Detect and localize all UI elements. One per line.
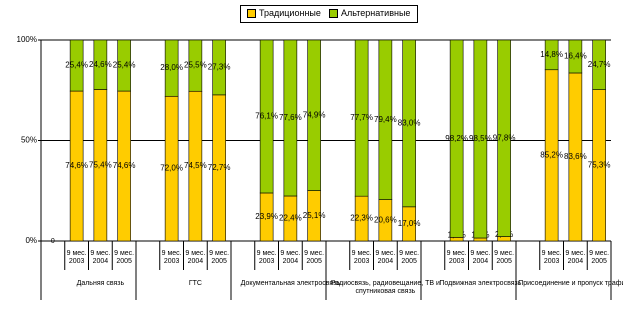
value-label: 98,5% bbox=[469, 134, 492, 143]
x-tick-label: 9 мес. 2005 bbox=[589, 250, 610, 265]
x-tick-label: 9 мес. 2003 bbox=[66, 250, 87, 265]
value-label: 14,8% bbox=[540, 50, 563, 59]
y-tick-label: 50% bbox=[21, 136, 37, 145]
value-label: 22,4% bbox=[279, 214, 302, 223]
bar-segment bbox=[212, 39, 226, 96]
bar-segment bbox=[354, 39, 369, 197]
value-label: 77,6% bbox=[279, 113, 302, 122]
x-tick-label: 9 мес. 2004 bbox=[565, 250, 586, 265]
value-label: 98,2% bbox=[445, 134, 468, 143]
value-label: 75,4% bbox=[89, 160, 112, 169]
legend-label: Альтернативные bbox=[341, 8, 411, 18]
bar-segment bbox=[544, 39, 559, 71]
x-tick-label: 9 мес. 2003 bbox=[256, 250, 277, 265]
bar-segment bbox=[259, 39, 274, 194]
value-label: 22,3% bbox=[350, 214, 373, 223]
value-label: 85,2% bbox=[540, 150, 563, 159]
value-label: 74,6% bbox=[113, 161, 136, 170]
x-tick-label: 9 мес. 2005 bbox=[399, 250, 420, 265]
x-tick-label: 9 мес. 2005 bbox=[494, 250, 515, 265]
legend-item: Альтернативные bbox=[325, 8, 410, 18]
value-label: 17,0% bbox=[398, 219, 421, 228]
value-label: 20,6% bbox=[374, 215, 397, 224]
bar-segment bbox=[69, 39, 84, 92]
value-label: 25,4% bbox=[65, 61, 88, 70]
bar-segment bbox=[188, 39, 203, 92]
value-label: 75,3% bbox=[588, 160, 611, 169]
group-label: Дальняя связь bbox=[76, 280, 125, 287]
group-label: Радиосвязь, радиовещание, ТВ и спутников… bbox=[330, 280, 440, 295]
group-label: Подвижная электросвязь bbox=[439, 280, 522, 287]
group-label: Документальная электросвязь bbox=[240, 280, 341, 287]
value-label: 27,3% bbox=[208, 63, 231, 72]
bar-segment bbox=[402, 39, 416, 208]
y-tick-label: 100% bbox=[17, 35, 37, 44]
value-label: 74,6% bbox=[65, 161, 88, 170]
x-tick-label: 9 мес. 2003 bbox=[161, 250, 182, 265]
bar-segment bbox=[307, 39, 321, 191]
value-label: 83,0% bbox=[398, 119, 421, 128]
group-label: ГТС bbox=[188, 280, 202, 287]
y-tick-label: 0% bbox=[25, 236, 37, 245]
x-tick-label: 9 мес. 2003 bbox=[446, 250, 467, 265]
x-tick-label: 9 мес. 2004 bbox=[470, 250, 491, 265]
legend-swatch bbox=[329, 8, 338, 18]
x-tick-label: 9 мес. 2003 bbox=[351, 250, 372, 265]
x-tick-label: 0 bbox=[50, 238, 55, 245]
bar-segment bbox=[497, 39, 511, 237]
value-label: 72,7% bbox=[208, 163, 231, 172]
value-label: 72,0% bbox=[160, 164, 183, 173]
bar-segment bbox=[568, 39, 583, 74]
x-tick-label: 9 мес. 2005 bbox=[304, 250, 325, 265]
group-label: Присоединение и пропуск трафика bbox=[518, 280, 623, 287]
bar-segment bbox=[378, 39, 393, 200]
value-label: 28,0% bbox=[160, 63, 183, 72]
value-label: 25,1% bbox=[303, 211, 326, 220]
legend-swatch bbox=[247, 8, 256, 18]
value-label: 25,5% bbox=[184, 61, 207, 70]
value-label: 76,1% bbox=[255, 112, 278, 121]
value-label: 79,4% bbox=[374, 115, 397, 124]
legend-item: Традиционные bbox=[243, 8, 321, 18]
value-label: 74,5% bbox=[184, 161, 207, 170]
value-label: 25,4% bbox=[113, 61, 136, 70]
bar-segment bbox=[592, 39, 606, 90]
bar-segment bbox=[93, 39, 108, 90]
x-tick-label: 9 мес. 2005 bbox=[114, 250, 135, 265]
x-tick-label: 9 мес. 2004 bbox=[375, 250, 396, 265]
bar-segment bbox=[449, 39, 464, 238]
value-label: 83,6% bbox=[564, 152, 587, 161]
bar-segment bbox=[283, 39, 298, 197]
legend-label: Традиционные bbox=[259, 8, 321, 18]
value-label: 23,9% bbox=[255, 212, 278, 221]
bar-segment bbox=[164, 39, 179, 97]
x-tick-label: 9 мес. 2003 bbox=[541, 250, 562, 265]
value-label: 24,7% bbox=[588, 60, 611, 69]
x-tick-label: 9 мес. 2004 bbox=[185, 250, 206, 265]
value-label: 74,9% bbox=[303, 110, 326, 119]
x-tick-label: 9 мес. 2004 bbox=[90, 250, 111, 265]
x-tick-label: 9 мес. 2005 bbox=[209, 250, 230, 265]
bar-segment bbox=[473, 39, 488, 239]
value-label: 16,4% bbox=[564, 52, 587, 61]
value-label: 77,7% bbox=[350, 113, 373, 122]
x-tick-label: 9 мес. 2004 bbox=[280, 250, 301, 265]
bar-segment bbox=[117, 39, 131, 92]
legend: Традиционные Альтернативные bbox=[240, 5, 418, 23]
value-label: 97,8% bbox=[493, 133, 516, 142]
value-label: 24,6% bbox=[89, 60, 112, 69]
